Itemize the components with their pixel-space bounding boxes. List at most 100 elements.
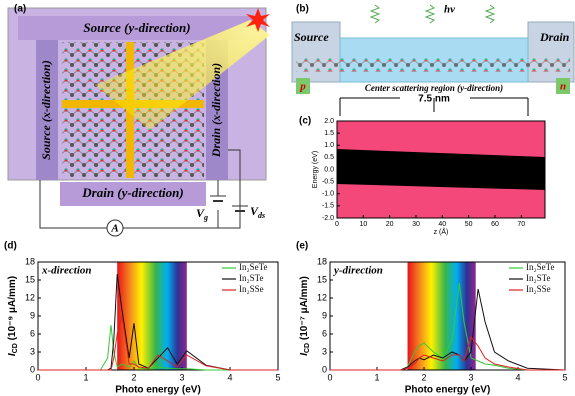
x-tick-label: 5 bbox=[562, 372, 567, 382]
y-tick-label: -0.5 bbox=[322, 178, 334, 185]
y-label-symbol: I bbox=[7, 353, 18, 356]
x-tick-label: 4 bbox=[515, 372, 520, 382]
region-label: Center scattering region (y-direction) bbox=[365, 83, 503, 93]
ammeter-label: A bbox=[110, 223, 118, 235]
x-tick-label: 70 bbox=[517, 221, 525, 228]
x-tick-label: 2 bbox=[421, 372, 426, 382]
p-box bbox=[296, 78, 310, 94]
y-tick-label: 9 bbox=[30, 310, 35, 320]
vg-sub: g bbox=[203, 213, 208, 222]
y-tick-label: 0.5 bbox=[324, 154, 334, 161]
y-label-subscript: CD bbox=[304, 343, 311, 353]
circuit bbox=[39, 149, 241, 229]
light-beam bbox=[95, 20, 270, 130]
ammeter bbox=[106, 219, 124, 237]
y-tick-label: 9 bbox=[322, 310, 327, 320]
vds-symbol: V bbox=[250, 204, 259, 218]
x-tick-label: 0 bbox=[335, 221, 339, 228]
y-axis-label: ICD (10⁻⁹ μA/mm) bbox=[7, 276, 19, 356]
x-tick-label: 2 bbox=[131, 372, 136, 382]
source-y-label: Source (y-direction) bbox=[83, 20, 190, 35]
x-tick-label: 30 bbox=[412, 221, 420, 228]
y-tick-label: -2.0 bbox=[322, 215, 334, 222]
y-label-symbol: I bbox=[299, 353, 310, 356]
series-line bbox=[38, 315, 278, 371]
series-line bbox=[330, 288, 566, 371]
spectrum-span bbox=[407, 262, 476, 370]
y-tick-label: 6 bbox=[30, 328, 35, 338]
x-tick-label: 60 bbox=[491, 221, 499, 228]
x-tick-label: 1 bbox=[374, 372, 379, 382]
x-tick-label: 10 bbox=[359, 221, 367, 228]
drain-y bbox=[60, 182, 206, 206]
length-label: 7.5 nm bbox=[418, 94, 450, 105]
y-label-unit: (10⁻⁹ μA/mm) bbox=[7, 276, 18, 343]
legend-label: In₂STe bbox=[239, 273, 264, 283]
p-label: p bbox=[299, 81, 306, 93]
x-tick-label: 50 bbox=[465, 221, 473, 228]
x-tick-label: 0 bbox=[35, 372, 40, 382]
source-x-label: Source (x-direction) bbox=[39, 60, 53, 160]
panel-label: (d) bbox=[4, 241, 17, 252]
panel-label: (c) bbox=[299, 116, 311, 127]
photon-label: hv bbox=[444, 4, 455, 16]
x-axis-label: Photo energy (eV) bbox=[405, 385, 491, 396]
legend-label: In₂SeTe bbox=[239, 262, 268, 272]
gap-region bbox=[337, 149, 545, 190]
light-source bbox=[246, 8, 270, 32]
series-line bbox=[38, 273, 278, 371]
x-tick-label: 0 bbox=[327, 372, 332, 382]
drain-x-label: Drain (x-direction) bbox=[209, 63, 223, 158]
chain bbox=[296, 58, 570, 72]
y-tick-label: 3 bbox=[30, 346, 35, 356]
series-line bbox=[330, 282, 565, 371]
legend-label: In₂SSe bbox=[526, 284, 551, 294]
y-tick-label: 15 bbox=[25, 274, 35, 284]
y-tick-label: 18 bbox=[25, 256, 35, 266]
series-line bbox=[330, 335, 565, 371]
panel-label: (e) bbox=[296, 241, 308, 252]
y-tick-label: -1.0 bbox=[322, 191, 334, 198]
y-tick-label: 0 bbox=[30, 364, 35, 374]
y-axis-label: Energy (eV) bbox=[312, 151, 319, 188]
y-label-unit: (10⁻⁷ μA/mm) bbox=[299, 276, 310, 343]
x-axis-label: Photo energy (eV) bbox=[115, 385, 201, 396]
drain-y-label: Drain (y-direction) bbox=[81, 185, 183, 200]
legend-label: In₂SeTe bbox=[526, 262, 555, 272]
vds-sub: ds bbox=[258, 211, 265, 220]
x-tick-label: 3 bbox=[468, 372, 473, 382]
x-tick-label: 4 bbox=[227, 372, 232, 382]
photon-wave bbox=[369, 4, 496, 24]
panel-label: (a) bbox=[14, 4, 26, 15]
vg-symbol: V bbox=[196, 206, 205, 220]
x-tick-label: 20 bbox=[386, 221, 394, 228]
y-tick-label: 18 bbox=[317, 256, 327, 266]
y-tick-label: 12 bbox=[25, 292, 35, 302]
vds-label: Vds bbox=[250, 204, 265, 220]
y-tick-label: 6 bbox=[322, 328, 327, 338]
panel-label: (b) bbox=[296, 4, 309, 15]
panel-b: (b) hv Source Drain p n Center scatterin… bbox=[291, 4, 575, 116]
x-tick-label: 3 bbox=[179, 372, 184, 382]
y-tick-label: 0.0 bbox=[324, 166, 334, 173]
y-tick-label: 1.5 bbox=[324, 130, 334, 137]
dimension bbox=[339, 97, 529, 116]
y-tick-label: 1.0 bbox=[324, 142, 334, 149]
charts: -2.0-1.5-1.0-0.50.00.51.01.52.00 10 20 30 40… bbox=[4, 116, 568, 396]
y-tick-label: 0 bbox=[322, 364, 327, 374]
legend-label: In₂STe bbox=[526, 273, 551, 283]
source-label: Source bbox=[294, 30, 329, 44]
drain-label: Drain bbox=[539, 30, 570, 44]
y-tick-label: 2.0 bbox=[324, 118, 334, 125]
y-tick-label: 3 bbox=[322, 346, 327, 356]
series-line bbox=[38, 324, 278, 371]
y-label-subscript: CD bbox=[12, 343, 19, 353]
n-box bbox=[556, 78, 570, 94]
y-tick-label: 12 bbox=[317, 292, 327, 302]
panel-a: (a) Source (y-direction) Source (x-direc… bbox=[7, 4, 270, 237]
y-tick-label: -1.5 bbox=[322, 203, 334, 210]
vg-label: Vg bbox=[196, 206, 208, 222]
annotation: y-direction bbox=[332, 265, 383, 277]
x-tick-label: 5 bbox=[275, 372, 280, 382]
